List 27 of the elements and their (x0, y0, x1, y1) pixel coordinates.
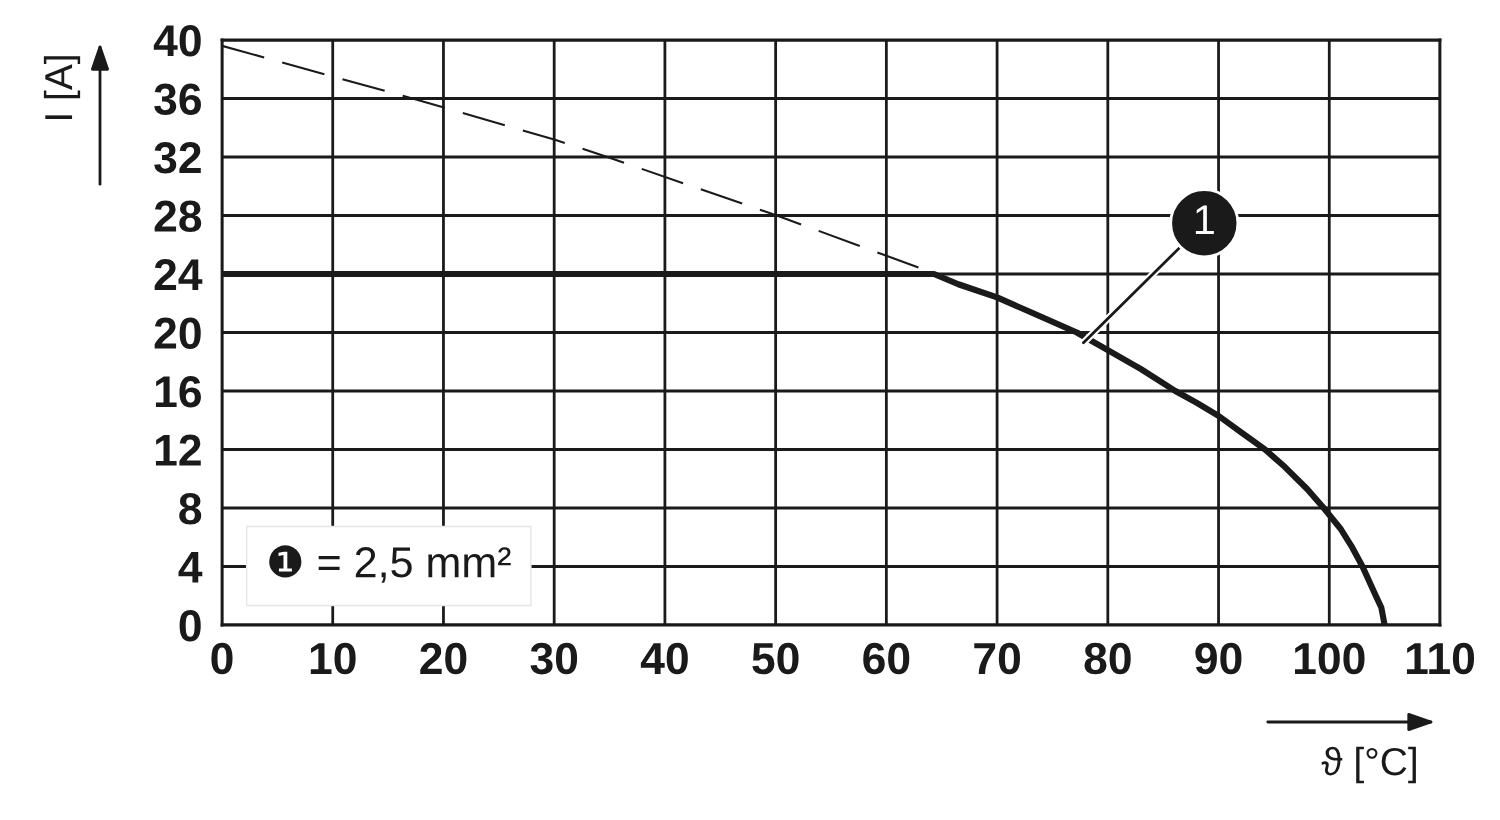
x-tick-label: 50 (752, 642, 799, 675)
y-tick-label: 0 (179, 610, 201, 642)
x-tick-label: 100 (1295, 642, 1365, 675)
y-tick-label: 12 (155, 434, 201, 466)
y-tick-label: 4 (178, 552, 203, 583)
x-tick-label: 30 (530, 642, 578, 675)
x-tick-label: 110 (1406, 642, 1475, 675)
y-tick-label: 24 (154, 259, 203, 291)
y-tick-label: 16 (155, 376, 201, 408)
y-tick-label: 40 (153, 25, 201, 57)
y-tick-label: 8 (179, 493, 202, 525)
x-tick-label: 10 (310, 642, 356, 675)
y-tick-label: 32 (154, 142, 201, 174)
annotation: ❶ = 2,5 mm² (269, 545, 511, 583)
y-tick-label: 36 (154, 83, 201, 116)
x-axis-title: ϑ [°C] (1321, 746, 1416, 784)
y-tick-label: 20 (154, 317, 201, 350)
x-tick-label: 20 (420, 642, 467, 675)
x-tick-label: 70 (974, 642, 1020, 675)
x-tick-label: 90 (1195, 642, 1242, 675)
x-tick-label: 80 (1084, 642, 1131, 675)
y-tick-label: 28 (154, 200, 202, 233)
x-tick-label: 60 (863, 642, 910, 675)
y-axis-title: I [A] (43, 56, 81, 119)
x-tick-label: 40 (640, 642, 688, 675)
annotation: 1 (1195, 205, 1214, 235)
x-tick-label: 0 (211, 642, 233, 675)
